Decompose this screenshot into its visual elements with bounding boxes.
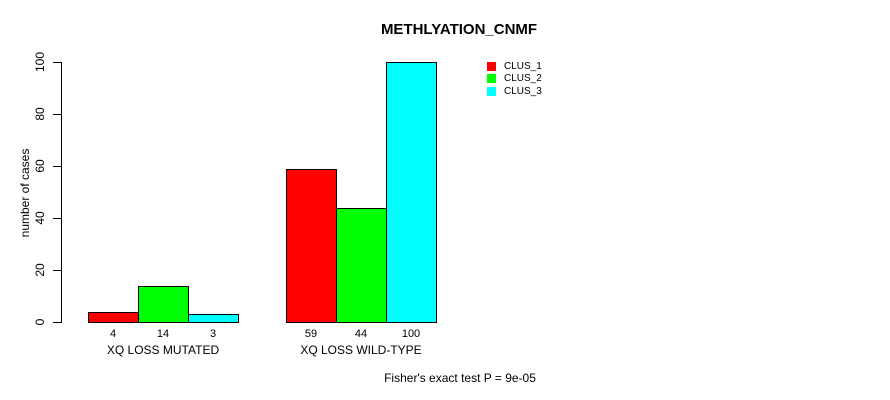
legend-item: CLUS_1 — [487, 60, 542, 73]
y-axis-tick — [53, 166, 61, 167]
bar-value-label: 100 — [401, 328, 421, 340]
bar-value-label: 59 — [304, 328, 318, 340]
y-axis-tick-label: 0 — [33, 318, 47, 326]
y-axis-tick — [53, 322, 61, 323]
bar-clus-1-group-2 — [286, 169, 337, 323]
chart-title: METHLYATION_CNMF — [380, 21, 538, 38]
bar-clus-3-group-1 — [188, 314, 239, 323]
legend-item-label: CLUS_2 — [504, 73, 542, 85]
y-axis-label: number of cases — [18, 148, 32, 238]
legend-color-swatch — [487, 86, 496, 96]
y-axis-tick-label: 40 — [33, 211, 47, 225]
y-axis-tick — [53, 270, 61, 271]
y-axis-tick-label: 80 — [33, 107, 47, 121]
legend-item: CLUS_2 — [487, 73, 542, 86]
bar-value-label: 4 — [109, 328, 117, 340]
bar-value-label: 44 — [354, 328, 368, 340]
legend-item-label: CLUS_3 — [504, 85, 542, 97]
y-axis-tick-label: 20 — [33, 263, 47, 277]
bar-clus-3-group-2 — [386, 62, 437, 323]
y-axis-tick-label: 60 — [33, 159, 47, 173]
legend-item: CLUS_3 — [487, 85, 542, 98]
legend-item-label: CLUS_1 — [504, 60, 542, 72]
legend: CLUS_1 CLUS_2 CLUS_3 — [487, 60, 542, 98]
y-axis-tick-label: 100 — [33, 51, 47, 73]
y-axis-tick — [53, 62, 61, 63]
y-axis-tick — [53, 218, 61, 219]
category-label: XQ LOSS WILD-TYPE — [300, 343, 422, 357]
bar-clus-2-group-1 — [138, 286, 189, 323]
legend-color-swatch — [487, 74, 496, 84]
stat-test-note: Fisher's exact test P = 9e-05 — [384, 371, 536, 385]
bar-value-label: 14 — [156, 328, 170, 340]
y-axis-tick — [53, 114, 61, 115]
bar-value-label: 3 — [209, 328, 217, 340]
legend-color-swatch — [487, 61, 496, 71]
bar-clus-2-group-2 — [336, 208, 387, 323]
category-label: XQ LOSS MUTATED — [106, 343, 220, 357]
bar-clus-1-group-1 — [88, 312, 139, 323]
y-axis-line — [61, 62, 62, 323]
